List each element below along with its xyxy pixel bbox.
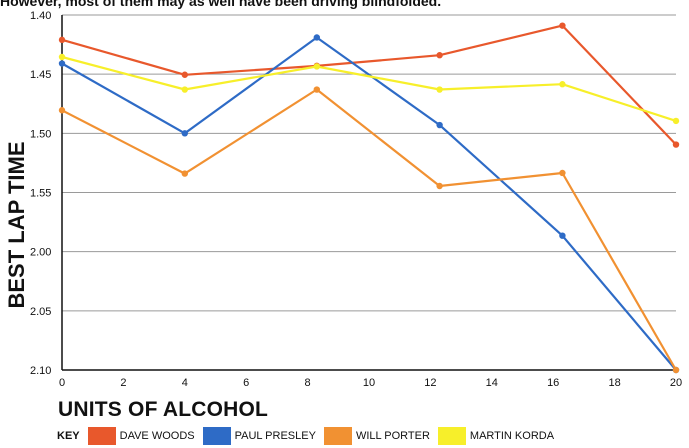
legend-item-will-porter: WILL PORTER: [323, 427, 430, 445]
chart-caption: However, most of them may as well have b…: [0, 0, 442, 9]
y-tick-label: 2.00: [30, 247, 51, 259]
grid-lines: [62, 14, 676, 371]
x-axis-label: UNITS OF ALCOHOL: [58, 398, 269, 421]
legend-swatch: [323, 427, 352, 445]
legend-label: PAUL PRESLEY: [234, 430, 316, 442]
legend-swatch: [437, 427, 466, 445]
data-point: [58, 60, 66, 67]
y-tick-label: 2.10: [30, 365, 51, 377]
legend-label: WILL PORTER: [355, 430, 430, 442]
y-tick-label: 1.40: [30, 10, 51, 22]
legend-item-paul-presley: PAUL PRESLEY: [202, 427, 316, 445]
series-line-dave-woods: [60, 24, 678, 146]
data-point: [436, 182, 443, 190]
series-lines: [58, 22, 680, 374]
data-point: [559, 81, 566, 88]
x-tick-label: 0: [59, 377, 65, 389]
x-tick-label: 16: [547, 377, 559, 389]
data-point: [672, 366, 680, 374]
data-point: [58, 107, 66, 114]
axes: [61, 15, 676, 371]
y-tick-label: 2.05: [30, 306, 51, 318]
x-tick-label: 2: [120, 377, 126, 389]
y-tick-label: 1.45: [30, 69, 51, 81]
series-line-will-porter: [60, 88, 678, 372]
y-tick-labels: 1.40 1.45 1.50 1.55 2.00 2.05 2.10: [30, 10, 51, 377]
series-line-martin-korda: [60, 55, 678, 122]
series-line-paul-presley: [60, 36, 678, 372]
legend: KEY DAVE WOODS PAUL PRESLEY WILL PORTER …: [57, 426, 562, 446]
y-axis-label: BEST LAP TIME: [4, 141, 29, 308]
data-point: [181, 86, 188, 93]
data-point: [436, 121, 443, 129]
data-point: [436, 52, 443, 59]
x-tick-labels: 0 2 4 6 8 10 12 14 16 18 20: [59, 377, 682, 389]
legend-swatch: [202, 427, 231, 445]
data-point: [559, 22, 566, 29]
data-point: [181, 170, 188, 177]
legend-label: DAVE WOODS: [119, 430, 195, 442]
y-tick-label: 1.50: [30, 128, 51, 140]
x-tick-label: 18: [608, 377, 620, 389]
y-tick-label: 1.55: [30, 188, 51, 200]
x-tick-label: 20: [670, 377, 682, 389]
x-tick-label: 14: [486, 377, 498, 389]
legend-swatch: [87, 427, 116, 445]
data-point: [672, 117, 680, 125]
legend-item-martin-korda: MARTIN KORDA: [437, 427, 555, 445]
data-point: [181, 130, 188, 137]
legend-label: MARTIN KORDA: [469, 430, 555, 442]
data-point: [559, 169, 566, 177]
legend-key-label: KEY: [57, 430, 80, 442]
data-point: [58, 36, 66, 44]
data-point: [672, 141, 680, 148]
data-point: [58, 53, 66, 61]
x-tick-label: 12: [424, 377, 436, 389]
data-point: [313, 63, 321, 70]
legend-item-dave-woods: DAVE WOODS: [87, 427, 195, 445]
data-point: [436, 86, 443, 93]
x-tick-label: 6: [243, 377, 249, 389]
data-point: [559, 232, 566, 239]
data-point: [181, 71, 188, 78]
x-tick-label: 8: [305, 377, 311, 389]
data-point: [313, 86, 321, 93]
data-point: [313, 34, 321, 41]
x-tick-label: 10: [363, 377, 375, 389]
x-tick-label: 4: [182, 377, 188, 389]
